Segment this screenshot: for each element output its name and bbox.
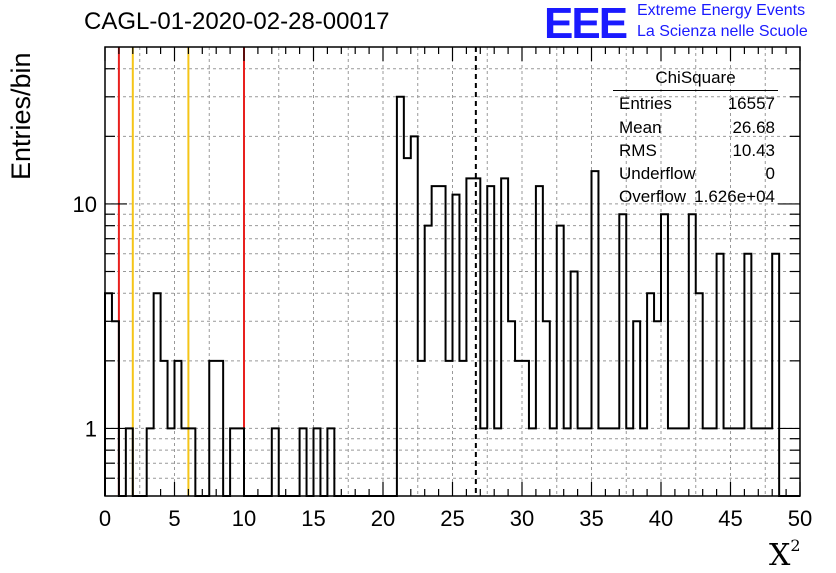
axis-tick-labels: 0 5 10 15 20 25 30 35 40 45 50 1 10 bbox=[73, 192, 813, 531]
reference-lines bbox=[117, 47, 477, 496]
stats-box-title: ChiSquare bbox=[655, 68, 736, 87]
axis-ticks bbox=[104, 47, 801, 496]
x-tick-label: 20 bbox=[371, 506, 395, 531]
x-tick-label: 0 bbox=[99, 506, 111, 531]
stats-box-rule bbox=[613, 90, 778, 91]
stats-row-underflow: Underflow 0 bbox=[619, 164, 775, 183]
eee-logo-letters: EEE bbox=[544, 0, 627, 44]
x-tick-label: 45 bbox=[718, 506, 742, 531]
x-axis-label: X2 bbox=[769, 536, 801, 573]
stats-row-rms: RMS 10.43 bbox=[619, 141, 775, 160]
logo-line-2: La Scienza nelle Scuole bbox=[637, 23, 808, 40]
x-tick-label: 30 bbox=[510, 506, 534, 531]
chart-title: CAGL-01-2020-02-28-00017 bbox=[84, 8, 390, 35]
x-tick-label: 25 bbox=[440, 506, 464, 531]
x-tick-label: 35 bbox=[579, 506, 603, 531]
eee-logo: EEE bbox=[544, 0, 629, 44]
stats-row-entries: Entries 16557 bbox=[619, 94, 775, 113]
x-tick-label: 15 bbox=[301, 506, 325, 531]
x-tick-label: 10 bbox=[232, 506, 256, 531]
histogram-outline bbox=[104, 95, 800, 497]
stats-row-overflow: Overflow 1.626e+04 bbox=[619, 187, 775, 206]
y-tick-label: 10 bbox=[73, 192, 97, 217]
stats-row-mean: Mean 26.68 bbox=[619, 118, 775, 137]
y-tick-label: 1 bbox=[85, 416, 97, 441]
x-tick-label: 50 bbox=[788, 506, 812, 531]
x-tick-label: 5 bbox=[168, 506, 180, 531]
x-tick-label: 40 bbox=[649, 506, 673, 531]
logo-line-1: Extreme Energy Events bbox=[637, 2, 806, 19]
stats-box: ChiSquare Entries 16557 Mean 26.68 RMS 10.4… bbox=[613, 66, 778, 216]
y-axis-label: Entries/bin bbox=[6, 52, 36, 180]
